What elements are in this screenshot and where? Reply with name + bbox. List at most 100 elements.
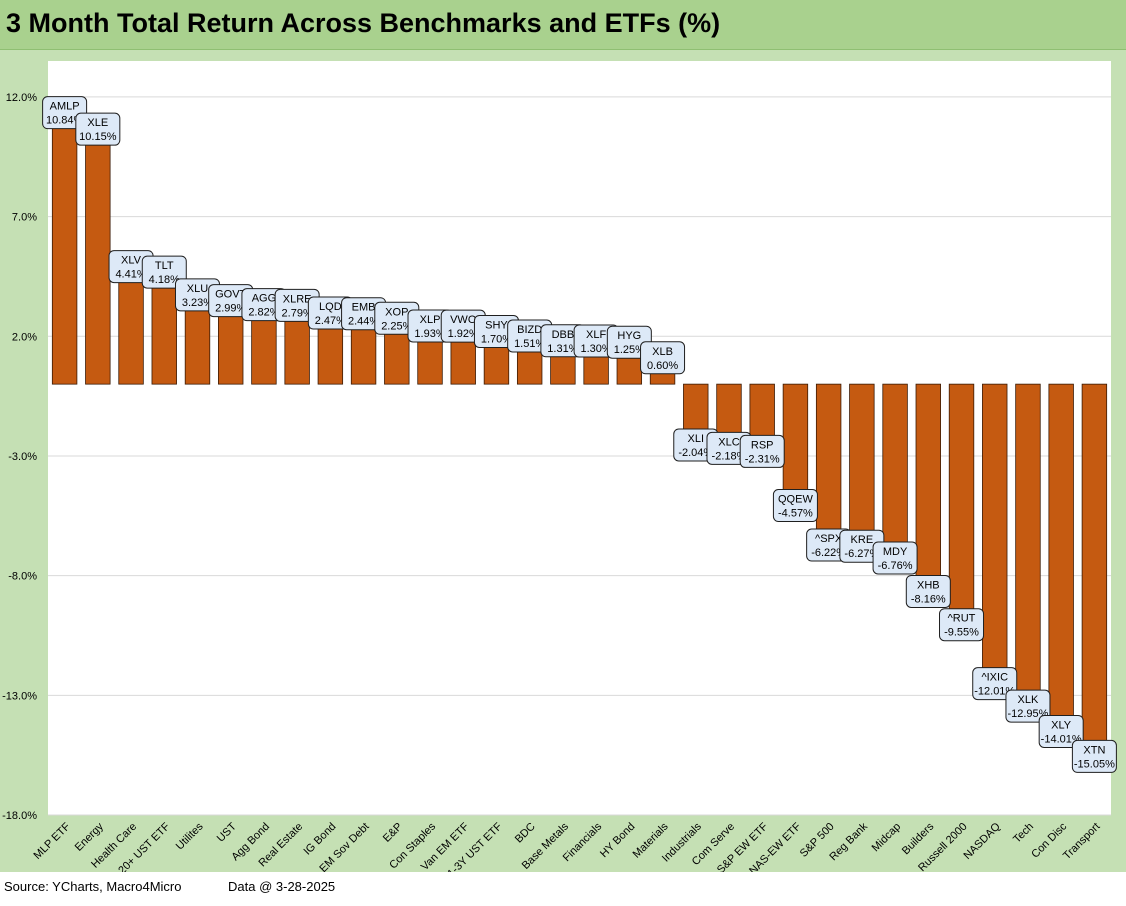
data-label-value: -15.05% [1074, 758, 1115, 770]
bar [450, 337, 476, 385]
data-label-ticker: ^RUT [948, 613, 976, 625]
bar [417, 337, 443, 385]
data-label-value: -2.04% [678, 447, 713, 459]
data-label-value: 1.51% [514, 338, 545, 350]
data-label-value: 10.84% [46, 115, 84, 127]
data-label-ticker: VWO [450, 314, 477, 326]
x-tick-label: BDC [513, 821, 538, 846]
data-label-box [1071, 739, 1117, 773]
bar [151, 283, 177, 385]
y-tick-label: 7.0% [12, 212, 37, 224]
chart-title: 3 Month Total Return Across Benchmarks a… [6, 8, 721, 38]
x-tick-label: Midcap [870, 821, 904, 855]
x-tick-label: Utilites [174, 820, 206, 852]
bar [184, 306, 211, 385]
bar [749, 383, 775, 440]
data-label-ticker: XLI [688, 433, 705, 445]
data-label-value: 10.15% [79, 131, 117, 143]
data-label-ticker: SHY [485, 319, 508, 331]
bar [284, 316, 310, 385]
data-label-value: -12.95% [1007, 708, 1048, 720]
data-label-box [972, 667, 1018, 701]
data-label-value: 1.70% [481, 333, 512, 345]
data-label-ticker: EMB [352, 302, 376, 314]
data-label-ticker: BIZD [517, 324, 542, 336]
bar [483, 343, 510, 385]
x-tick-label: MLP ETF [32, 820, 73, 861]
bar [1015, 383, 1041, 695]
data-label-ticker: AGG [252, 293, 276, 305]
source-note: Source: YCharts, Macro4Micro [4, 879, 182, 894]
bar [384, 329, 410, 385]
data-label-value: 2.47% [315, 315, 346, 327]
data-label-value: -2.18% [712, 450, 747, 462]
bar [251, 316, 277, 385]
y-tick-label: 12.0% [6, 92, 37, 104]
x-tick-label: Transport [1061, 821, 1102, 862]
data-label-value: 4.41% [115, 269, 146, 281]
x-tick-label: NASDAQ [962, 820, 1004, 862]
data-label-value: -6.76% [878, 560, 913, 572]
bar [516, 347, 543, 385]
bar [550, 352, 576, 385]
bar [1048, 383, 1074, 720]
bar [51, 124, 78, 385]
data-label-ticker: GOVT [215, 289, 246, 301]
data-label-ticker: AMLP [50, 101, 80, 113]
bar [948, 383, 975, 614]
data-label-ticker: XHB [917, 579, 940, 591]
bar [317, 324, 344, 385]
data-label-value: -9.55% [944, 627, 979, 639]
y-tick-label: -3.0% [8, 451, 37, 463]
y-tick-label: 2.0% [12, 331, 37, 343]
data-label-ticker: RSP [751, 439, 774, 451]
y-tick-label: -18.0% [2, 810, 37, 822]
data-label-box [640, 341, 686, 375]
data-label-value: 0.60% [647, 360, 678, 372]
data-label-value: 1.30% [581, 343, 612, 355]
bar [350, 325, 377, 385]
bar [782, 383, 809, 494]
data-label-ticker: XLF [586, 329, 606, 341]
data-label-ticker: XLV [121, 255, 142, 267]
data-label-value: 2.99% [215, 303, 246, 315]
bar [583, 352, 609, 385]
bar [915, 383, 941, 580]
x-tick-label: UST [215, 820, 239, 844]
data-label-value: -6.22% [811, 547, 846, 559]
bar [716, 383, 742, 437]
bar [849, 383, 875, 535]
data-label-ticker: DBB [552, 329, 575, 341]
data-label-value: 2.79% [282, 307, 313, 319]
data-label-value: 1.93% [414, 328, 445, 340]
y-tick-label: -13.0% [2, 690, 37, 702]
title-bar: 3 Month Total Return Across Benchmarks a… [0, 0, 1126, 50]
bar [85, 140, 111, 385]
y-tick-label: -8.0% [8, 571, 37, 583]
data-label-value: 1.25% [614, 344, 645, 356]
data-label-ticker: QQEW [778, 494, 813, 506]
data-label-value: 2.82% [248, 307, 279, 319]
data-label-value: -14.01% [1041, 733, 1082, 745]
data-label-box [872, 541, 918, 575]
data-label-ticker: MDY [883, 546, 908, 558]
data-label-ticker: XOP [385, 306, 408, 318]
data-label-box [141, 255, 187, 289]
data-label-box [75, 112, 121, 146]
data-label-ticker: XLY [1051, 719, 1072, 731]
data-label-box [1005, 689, 1051, 723]
data-label-ticker: KRE [851, 534, 874, 546]
data-label-ticker: XLC [718, 436, 739, 448]
data-label-ticker: HYG [617, 330, 641, 342]
data-label-box [772, 489, 818, 523]
bar [882, 383, 908, 547]
data-label-ticker: TLT [155, 260, 174, 272]
data-label-ticker: XLU [187, 283, 208, 295]
data-label-ticker: XLB [652, 346, 673, 358]
x-tick-label: E&P [381, 821, 405, 845]
bar-chart: 12.0% 7.0% 2.0% -3.0% -8.0% -13.0% -18.0%MLP E… [2, 61, 1117, 872]
data-label-value: -8.16% [911, 593, 946, 605]
data-label-box [1038, 714, 1084, 748]
bar [118, 278, 144, 385]
bar [815, 383, 842, 534]
